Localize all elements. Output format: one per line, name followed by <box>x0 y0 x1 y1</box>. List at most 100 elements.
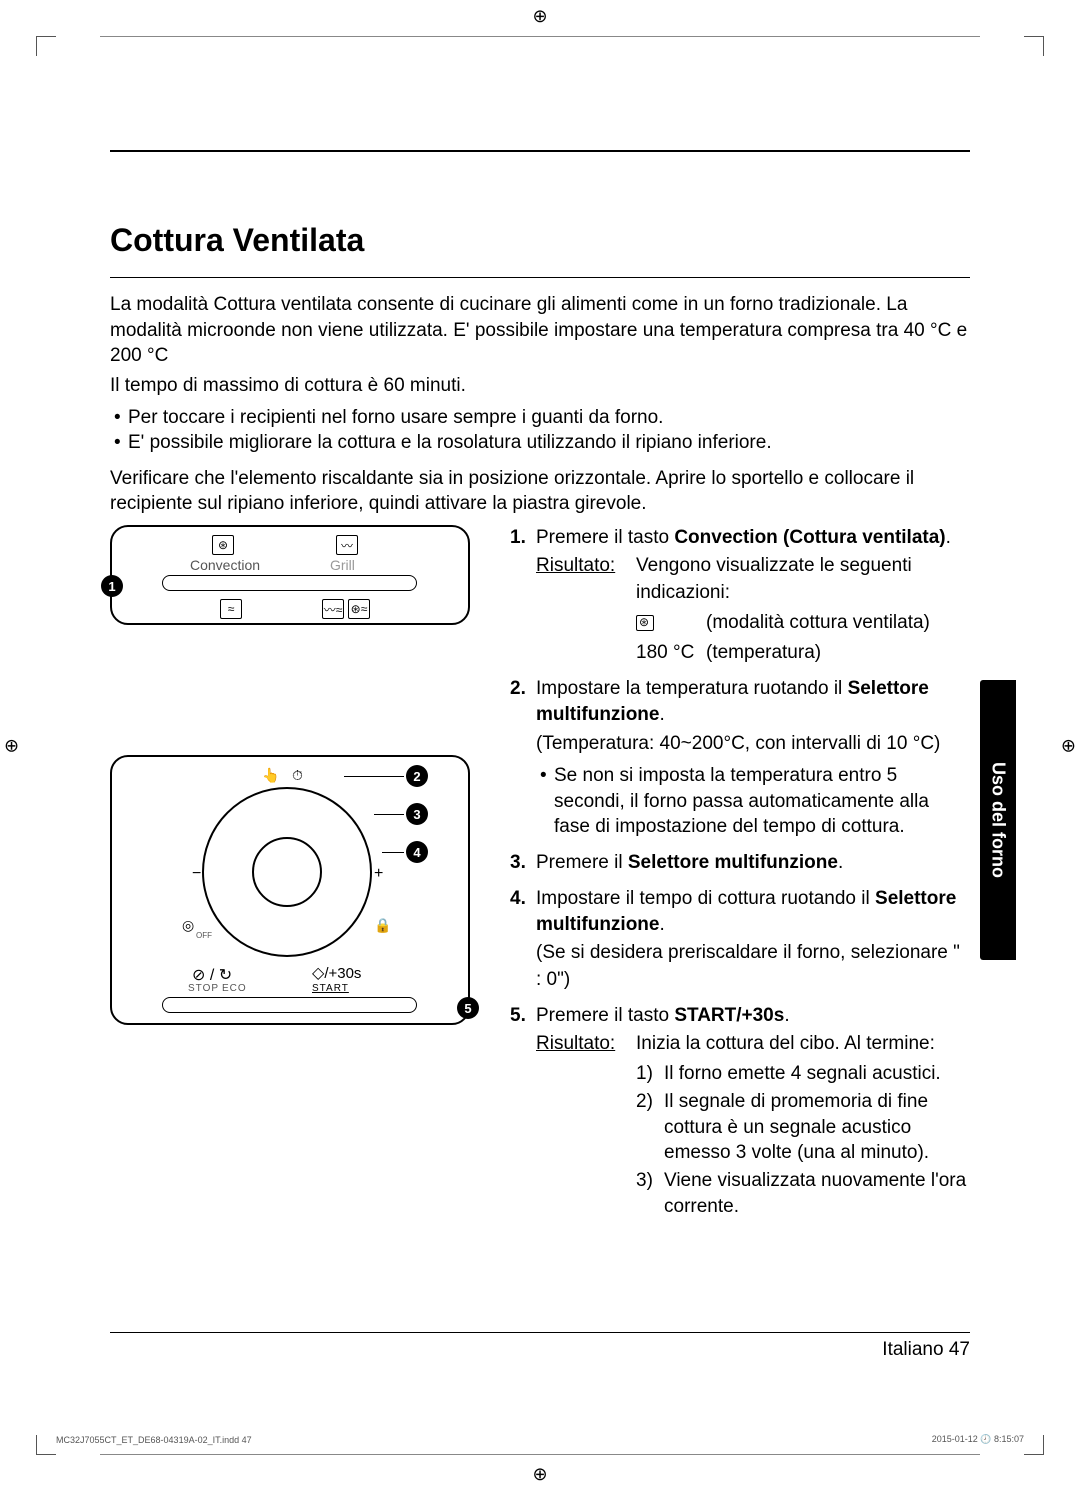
intro-bullets: Per toccare i recipienti nel forno usare… <box>110 405 970 456</box>
step-5-sub-2-text: Il segnale di promemoria di fine cottura… <box>664 1091 929 1163</box>
indicator-2-right: (temperatura) <box>706 640 970 666</box>
step-1: Premere il tasto Convection (Cottura ven… <box>510 525 970 666</box>
crop-mark <box>36 1435 56 1455</box>
grill-label: Grill <box>330 557 355 573</box>
step-2-pre: Impostare la temperatura ruotando il <box>536 678 848 699</box>
page: ⊕ ⊕ ⊕ ⊕ Uso del forno Cottura Ventilata … <box>0 0 1080 1491</box>
indicator-2-left: 180 °C <box>636 640 706 666</box>
result-body: Vengono visualizzate le seguenti indicaz… <box>636 553 970 605</box>
callout-badge-3: 3 <box>406 803 428 825</box>
mode-panel-diagram: ⊛ 〰 Convection Grill ≈ 〰≈ ⊛≈ 1 <box>110 525 470 625</box>
instruction-steps: Premere il tasto Convection (Cottura ven… <box>510 525 970 1219</box>
timer-icon: ⏱ <box>292 767 303 784</box>
indicator-1-text: (modalità cottura ventilata) <box>706 610 970 636</box>
microwave-icon: ≈ <box>220 599 242 619</box>
step-5-result: Risultato: Inizia la cottura del cibo. A… <box>536 1031 970 1057</box>
footer-rule <box>110 1332 970 1333</box>
off-label: OFF <box>196 931 212 940</box>
step-1-text-post: . <box>946 527 951 548</box>
leader-line <box>374 814 404 815</box>
dial-minus: − <box>192 865 201 883</box>
step-1-result: Risultato: Vengono visualizzate le segue… <box>536 553 970 605</box>
callout-badge-4: 4 <box>406 841 428 863</box>
two-column-layout: ⊛ 〰 Convection Grill ≈ 〰≈ ⊛≈ 1 − + 👆 <box>110 525 970 1229</box>
step-2-line2: (Temperatura: 40~200°C, con intervalli d… <box>536 731 970 757</box>
leader-line <box>344 776 404 777</box>
dial-panel-diagram: − + 👆 ⏱ ◎ OFF 🔒 ⊘ / ↻ STOP ECO ◇/+30s ST… <box>110 755 470 1025</box>
intro-paragraph-1: La modalità Cottura ventilata consente d… <box>110 292 970 369</box>
title-underline <box>110 277 970 278</box>
step-3-pre: Premere il <box>536 852 628 873</box>
convection-label: Convection <box>190 557 260 573</box>
left-column: ⊛ 〰 Convection Grill ≈ 〰≈ ⊛≈ 1 − + 👆 <box>110 525 470 1229</box>
step-5-sub-3-text: Viene visualizzata nuovamente l'ora corr… <box>664 1170 966 1217</box>
crop-mark <box>36 36 56 56</box>
registration-mark-top: ⊕ <box>532 6 547 27</box>
stop-label: STOP <box>188 983 219 994</box>
step-4-line2: (Se si desidera preriscaldare il forno, … <box>536 940 970 992</box>
plate-icon: ◎ <box>182 917 194 934</box>
step-2: Impostare la temperatura ruotando il Sel… <box>510 676 970 840</box>
registration-mark-bottom: ⊕ <box>532 1464 547 1485</box>
step-5-sub-3: 3)Viene visualizzata nuovamente l'ora co… <box>636 1168 970 1219</box>
intro-paragraph-3: Verificare che l'elemento riscaldante si… <box>110 466 970 517</box>
language-label: Italiano <box>882 1339 943 1360</box>
intro-bullet-2: E' possibile migliorare la cottura e la … <box>110 430 970 456</box>
step-4-post: . <box>659 914 664 935</box>
step-5-sub-1: 1)Il forno emette 4 segnali acustici. <box>636 1061 970 1087</box>
trim-line <box>100 1454 980 1455</box>
lower-display-slot <box>162 997 417 1013</box>
page-number-value: 47 <box>949 1339 970 1360</box>
page-number: Italiano 47 <box>882 1339 970 1361</box>
header-rule <box>110 150 970 152</box>
display-slot <box>162 575 417 591</box>
step-5-bold: START/+30s <box>674 1005 784 1026</box>
registration-mark-left: ⊕ <box>4 735 19 756</box>
crop-mark <box>1024 1435 1044 1455</box>
intro-bullet-1: Per toccare i recipienti nel forno usare… <box>110 405 970 431</box>
intro-paragraph-2: Il tempo di massimo di cottura è 60 minu… <box>110 373 970 399</box>
step-5-sub-2: 2)Il segnale di promemoria di fine cottu… <box>636 1089 970 1166</box>
trim-line <box>100 36 980 37</box>
combi-icon-2: ⊛≈ <box>348 599 370 619</box>
step-1-bold: Convection (Cottura ventilata) <box>674 527 945 548</box>
touch-icon: 👆 <box>262 767 279 784</box>
step-2-bullet-1: Se non si imposta la temperatura entro 5… <box>536 763 970 840</box>
step-3-bold: Selettore multifunzione <box>628 852 838 873</box>
step-5: Premere il tasto START/+30s. Risultato: … <box>510 1003 970 1219</box>
result-label: Risultato: <box>536 555 615 576</box>
lock-icon: 🔒 <box>374 917 391 934</box>
footer-timestamp: 2015-01-12 🕗 8:15:07 <box>932 1434 1024 1445</box>
step-4: Impostare il tempo di cottura ruotando i… <box>510 886 970 993</box>
leader-line <box>382 852 404 853</box>
footer-filename: MC32J7055CT_ET_DE68-04319A-02_IT.indd 47 <box>56 1435 252 1445</box>
step-2-post: . <box>659 704 664 725</box>
result-body-5: Inizia la cottura del cibo. Al termine: <box>636 1031 970 1057</box>
step-5-sub-1-text: Il forno emette 4 segnali acustici. <box>664 1063 941 1084</box>
indicator-row-2: 180 °C (temperatura) <box>636 640 970 666</box>
stop-eco-icons: ⊘ / ↻ <box>192 965 232 985</box>
start-label: START <box>312 983 349 994</box>
content-area: Cottura Ventilata La modalità Cottura ve… <box>110 150 970 1381</box>
start-icon: ◇/+30s <box>312 963 361 983</box>
step-3-post: . <box>838 852 843 873</box>
dial-center <box>252 837 322 907</box>
callout-badge-2: 2 <box>406 765 428 787</box>
dial-plus: + <box>374 865 383 883</box>
crop-mark <box>1024 36 1044 56</box>
page-title: Cottura Ventilata <box>110 222 970 259</box>
combi-icon-1: 〰≈ <box>322 599 344 619</box>
callout-badge-1: 1 <box>101 575 123 597</box>
step-5-pre: Premere il tasto <box>536 1005 674 1026</box>
convection-mode-icon: ⊛ <box>212 535 234 555</box>
step-2-bullets: Se non si imposta la temperatura entro 5… <box>536 763 970 840</box>
section-tab: Uso del forno <box>980 680 1016 960</box>
step-3: Premere il Selettore multifunzione. <box>510 850 970 876</box>
right-column: Premere il tasto Convection (Cottura ven… <box>510 525 970 1229</box>
result-label-5: Risultato: <box>536 1033 615 1054</box>
registration-mark-right: ⊕ <box>1061 735 1076 756</box>
step-4-pre: Impostare il tempo di cottura ruotando i… <box>536 888 875 909</box>
grill-mode-icon: 〰 <box>336 535 358 555</box>
indicator-row-1: (modalità cottura ventilata) <box>636 610 970 636</box>
eco-label: ECO <box>222 983 247 994</box>
